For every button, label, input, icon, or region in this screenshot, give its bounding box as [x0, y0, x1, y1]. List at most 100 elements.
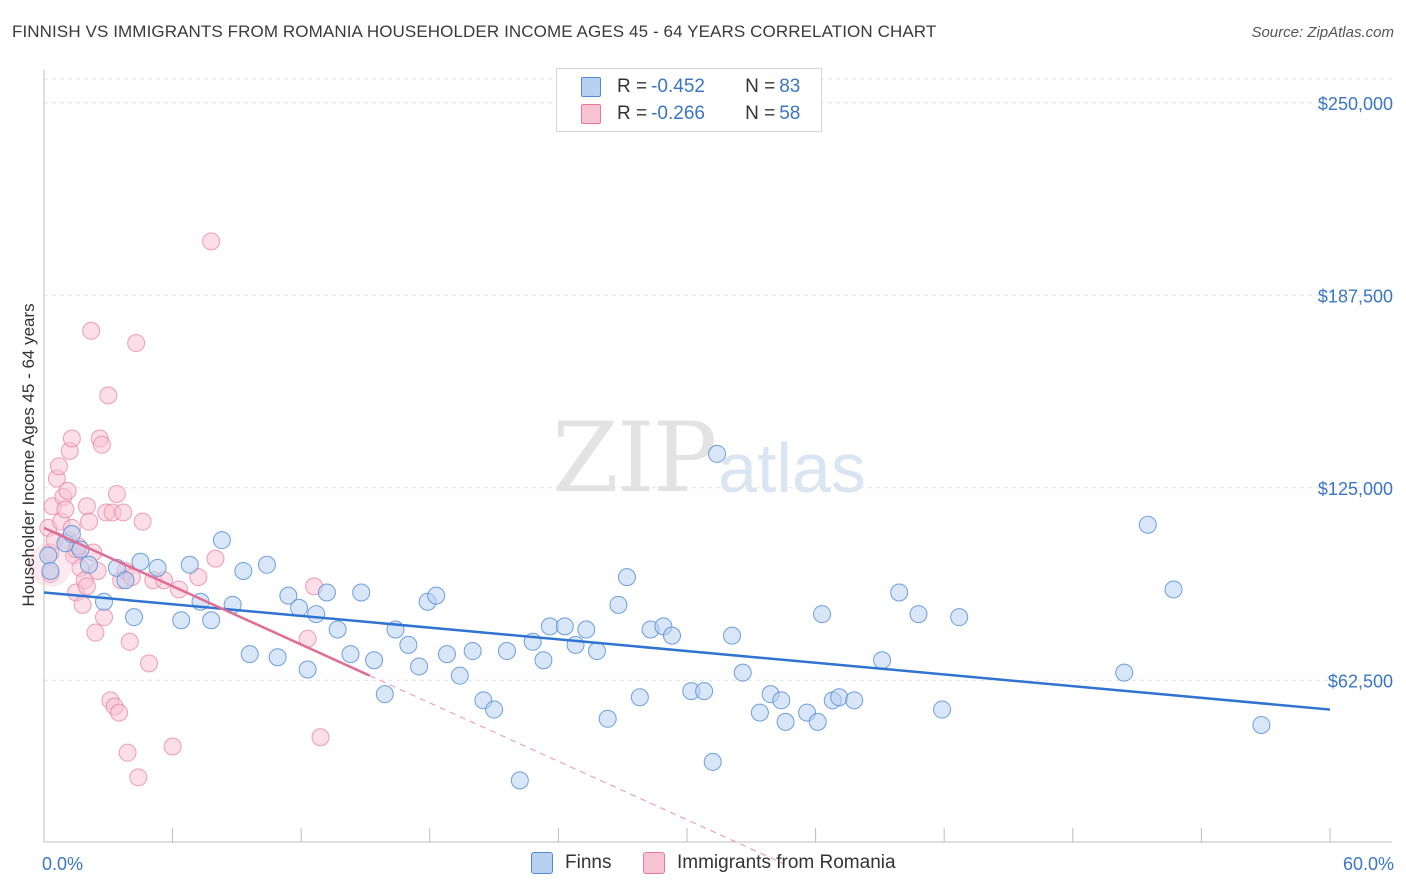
- data-point-finns: [298, 660, 317, 679]
- source-label: Source: ZipAtlas.com: [1251, 24, 1394, 41]
- data-point-finns: [240, 645, 259, 664]
- data-point-finns: [180, 555, 199, 574]
- y-tick-label: $62,500: [1328, 671, 1393, 691]
- data-point-romania: [92, 435, 111, 454]
- legend-r-value: -0.266: [651, 103, 705, 124]
- data-point-finns: [845, 691, 864, 710]
- data-point-romania: [99, 386, 118, 405]
- legend-row-finns: R = -0.452 N = 83: [581, 74, 800, 100]
- axes: [43, 70, 1392, 843]
- trend-line-romania: [43, 526, 371, 677]
- data-point-finns: [808, 712, 827, 731]
- data-point-romania: [82, 321, 101, 340]
- legend-romania-label: Immigrants from Romania: [677, 852, 896, 873]
- x-tick-label: 0.0%: [42, 854, 83, 874]
- data-point-romania: [58, 481, 77, 500]
- data-point-finns: [510, 771, 529, 790]
- data-point-finns: [234, 561, 253, 580]
- series-finns: [39, 444, 1271, 790]
- finns-swatch: [581, 77, 601, 97]
- data-point-romania: [73, 595, 92, 614]
- data-point-finns: [365, 651, 384, 670]
- data-point-finns: [116, 571, 135, 590]
- legend-r-value: -0.452: [651, 76, 705, 97]
- data-point-finns: [933, 700, 952, 719]
- romania-swatch: [643, 852, 665, 874]
- data-point-finns: [1252, 715, 1271, 734]
- data-point-finns: [268, 648, 287, 667]
- x-tick-label: 60.0%: [1343, 854, 1394, 874]
- data-point-finns: [695, 682, 714, 701]
- data-point-finns: [534, 651, 553, 670]
- watermark-zip: ZIP: [552, 402, 717, 514]
- data-point-finns: [598, 709, 617, 728]
- data-point-finns: [1164, 580, 1183, 599]
- data-point-finns: [341, 645, 360, 664]
- data-point-romania: [114, 503, 133, 522]
- data-point-finns: [813, 605, 832, 624]
- legend-item-finns[interactable]: Finns: [531, 852, 611, 874]
- data-point-finns: [890, 583, 909, 602]
- data-point-finns: [630, 688, 649, 707]
- y-tick-label: $250,000: [1318, 94, 1393, 114]
- data-point-romania: [311, 728, 330, 747]
- data-point-romania: [107, 484, 126, 503]
- data-point-romania: [50, 457, 69, 476]
- trend-line-romania-extension: [369, 675, 784, 865]
- data-point-finns: [733, 663, 752, 682]
- legend-n-value: 83: [779, 76, 801, 97]
- data-point-finns: [375, 685, 394, 704]
- series-romania: [28, 232, 330, 787]
- data-point-romania: [120, 632, 139, 651]
- data-point-finns: [80, 555, 99, 574]
- data-point-finns: [587, 642, 606, 661]
- legend-r-label: R =: [617, 103, 648, 124]
- data-point-romania: [129, 768, 148, 787]
- data-point-finns: [41, 561, 60, 580]
- data-point-finns: [39, 546, 58, 565]
- data-point-finns: [279, 586, 298, 605]
- data-point-finns: [540, 617, 559, 636]
- legend-item-romania[interactable]: Immigrants from Romania: [643, 852, 896, 874]
- data-point-finns: [463, 642, 482, 661]
- data-point-finns: [437, 645, 456, 664]
- chart-title: FINNISH VS IMMIGRANTS FROM ROMANIA HOUSE…: [12, 22, 937, 41]
- y-tick-label: $125,000: [1318, 479, 1393, 499]
- data-point-finns: [212, 531, 231, 550]
- romania-swatch: [581, 104, 601, 124]
- data-point-romania: [140, 654, 159, 673]
- legend-r-label: R =: [617, 76, 648, 97]
- data-point-finns: [577, 620, 596, 639]
- finns-swatch: [531, 852, 553, 874]
- data-point-romania: [163, 737, 182, 756]
- data-point-romania: [56, 500, 75, 519]
- data-point-romania: [133, 512, 152, 531]
- data-point-romania: [189, 568, 208, 587]
- data-point-finns: [131, 552, 150, 571]
- data-point-finns: [497, 642, 516, 661]
- data-point-finns: [328, 620, 347, 639]
- data-point-finns: [485, 700, 504, 719]
- data-point-romania: [80, 512, 99, 531]
- data-point-finns: [427, 586, 446, 605]
- data-point-finns: [703, 752, 722, 771]
- data-point-finns: [708, 444, 727, 463]
- data-point-romania: [110, 703, 129, 722]
- watermark-atlas: atlas: [718, 429, 866, 507]
- legend-n-label: N =: [745, 103, 776, 124]
- data-point-finns: [352, 583, 371, 602]
- data-point-finns: [450, 666, 469, 685]
- data-point-finns: [307, 605, 326, 624]
- data-point-finns: [772, 691, 791, 710]
- data-point-romania: [206, 549, 225, 568]
- y-tick-label: $187,500: [1318, 286, 1393, 306]
- data-point-finns: [290, 598, 309, 617]
- data-point-finns: [95, 592, 114, 611]
- data-point-finns: [750, 703, 769, 722]
- legend-finns-label: Finns: [565, 852, 612, 873]
- data-point-finns: [873, 651, 892, 670]
- series-legend: Finns Immigrants from Romania: [0, 852, 1406, 878]
- data-point-finns: [202, 611, 221, 630]
- data-point-finns: [609, 595, 628, 614]
